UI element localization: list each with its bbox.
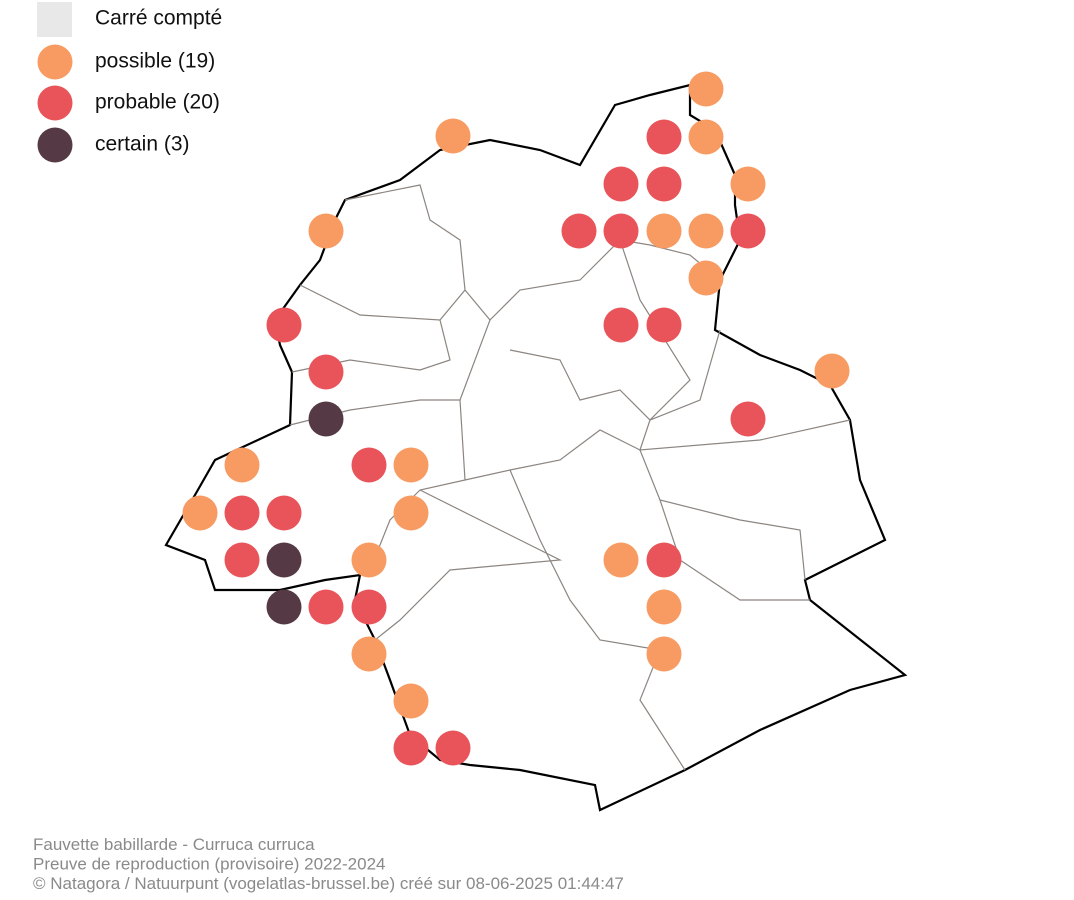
observation-dot	[393, 447, 429, 483]
observation-dot	[730, 401, 766, 437]
legend-label: Carré compté	[95, 7, 222, 30]
footer: Fauvette babillarde - Curruca currucaPre…	[33, 835, 624, 893]
observation-dot	[308, 589, 344, 625]
observation-dot	[435, 118, 471, 154]
observation-dot	[393, 495, 429, 531]
observation-dot	[224, 495, 260, 531]
legend-label: possible (19)	[95, 50, 215, 73]
commune-border	[509, 329, 721, 421]
observation-dot	[688, 119, 724, 155]
legend-dot	[37, 44, 73, 80]
observation-dot	[646, 307, 682, 343]
observation-dot	[688, 213, 724, 249]
observation-dot	[266, 495, 302, 531]
observation-dot	[351, 636, 387, 672]
observation-dot	[603, 307, 639, 343]
observation-dot	[266, 307, 302, 343]
observation-dots	[182, 71, 850, 766]
commune-border	[464, 429, 806, 581]
legend-label: certain (3)	[95, 133, 190, 156]
observation-dot	[646, 213, 682, 249]
observation-dot	[182, 495, 218, 531]
observation-dot	[730, 166, 766, 202]
observation-dot	[351, 447, 387, 483]
observation-dot	[646, 636, 682, 672]
region-outline	[164, 83, 908, 812]
observation-dot	[308, 213, 344, 249]
observation-dot	[603, 542, 639, 578]
observation-dot	[351, 589, 387, 625]
commune-border	[374, 489, 563, 641]
observation-dot	[688, 71, 724, 107]
legend-dot	[37, 85, 73, 121]
observation-dot	[266, 589, 302, 625]
legend-label: probable (20)	[95, 91, 220, 114]
observation-dot	[646, 542, 682, 578]
observation-dot	[393, 730, 429, 766]
observation-dot	[646, 119, 682, 155]
observation-dot	[646, 589, 682, 625]
observation-dot	[224, 447, 260, 483]
observation-dot	[688, 260, 724, 296]
commune-border	[659, 499, 810, 601]
observation-dot	[308, 354, 344, 390]
commune-border	[619, 239, 851, 451]
observation-dot	[730, 213, 766, 249]
footer-line: Preuve de reproduction (provisoire) 2022…	[33, 855, 385, 874]
observation-dot	[603, 166, 639, 202]
legend: Carré compté possible (19) probable (20) ce…	[37, 2, 222, 163]
observation-dot	[561, 213, 597, 249]
observation-dot	[603, 213, 639, 249]
observation-dot	[308, 401, 344, 437]
legend-square	[37, 2, 72, 37]
footer-line: © Natagora / Natuurpunt (vogelatlas-brus…	[33, 874, 624, 893]
commune-border	[299, 184, 466, 321]
legend-dot	[37, 127, 73, 163]
observation-dot	[351, 542, 387, 578]
observation-dot	[266, 542, 302, 578]
observation-dot	[646, 166, 682, 202]
observation-dot	[435, 730, 471, 766]
commune-border	[509, 469, 686, 771]
footer-line: Fauvette babillarde - Curruca curruca	[33, 835, 315, 854]
region-border	[164, 83, 908, 812]
observation-dot	[224, 542, 260, 578]
observation-dot	[814, 353, 850, 389]
observation-dot	[393, 683, 429, 719]
